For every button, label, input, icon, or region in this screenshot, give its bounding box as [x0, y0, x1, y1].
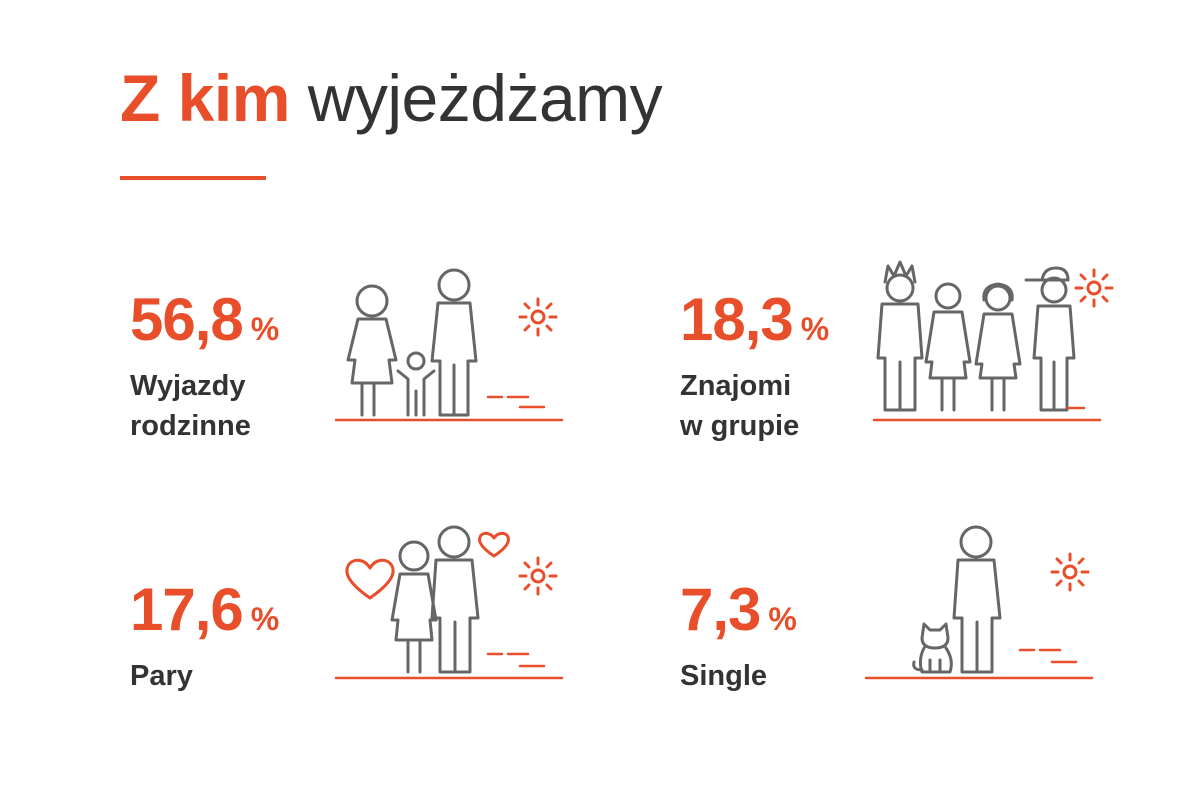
stat-value: 7,3 — [680, 576, 761, 643]
stat-group: 18,3% Znajomi w grupie — [680, 290, 829, 446]
stat-label-line: Znajomi — [680, 370, 792, 402]
stat-percentage: 56,8% — [130, 290, 279, 350]
stat-label-line: Single — [680, 660, 768, 692]
stat-label: Single — [680, 656, 797, 696]
family-with-child-icon — [334, 268, 564, 422]
single-person-with-cat-icon — [864, 525, 1094, 680]
stat-percentage: 17,6% — [130, 580, 279, 640]
stat-label-line: Pary — [130, 660, 193, 692]
title-accent: Z kim — [120, 61, 290, 135]
group-of-friends-icon — [872, 260, 1114, 422]
percent-sign: % — [250, 311, 280, 347]
percent-sign: % — [250, 601, 280, 637]
stat-couple: 17,6% Pary — [130, 580, 279, 696]
stat-label: Znajomi w grupie — [680, 366, 829, 446]
stat-value: 17,6 — [130, 576, 244, 643]
title-underline — [120, 176, 266, 180]
stat-value: 56,8 — [130, 286, 244, 353]
stat-label: Pary — [130, 656, 279, 696]
stat-percentage: 18,3% — [680, 290, 829, 350]
percent-sign: % — [800, 311, 830, 347]
title-rest: wyjeżdżamy — [307, 61, 663, 135]
stat-label-line: w grupie — [680, 410, 800, 442]
stat-family: 56,8% Wyjazdy rodzinne — [130, 290, 279, 446]
stat-single: 7,3% Single — [680, 580, 797, 696]
percent-sign: % — [768, 601, 797, 637]
stat-value: 18,3 — [680, 286, 794, 353]
stat-label-line: Wyjazdy — [130, 370, 246, 402]
stat-percentage: 7,3% — [680, 580, 797, 640]
stat-label: Wyjazdy rodzinne — [130, 366, 279, 446]
stat-label-line: rodzinne — [130, 410, 251, 442]
page-title: Z kim wyjeżdżamy — [120, 58, 663, 138]
couple-with-hearts-icon — [334, 525, 564, 680]
